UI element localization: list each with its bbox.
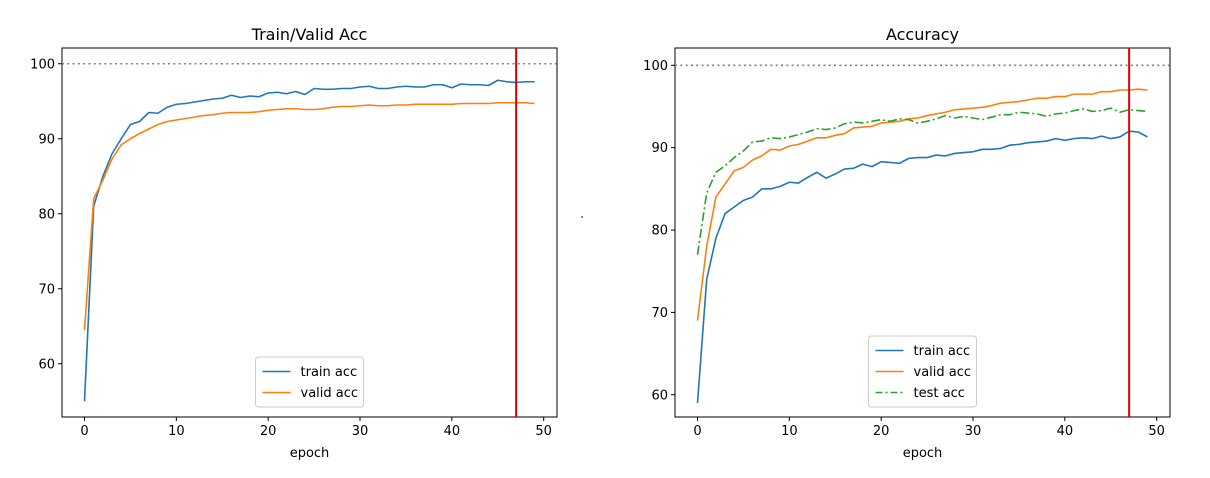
right-chart-legend: train acc valid acc test acc [868, 335, 977, 408]
left-chart-series-valid-acc-line [83, 101, 535, 331]
right-chart-title: Accuracy [886, 25, 959, 44]
right-chart-x-tick-label: 10 [781, 424, 798, 439]
right-chart-y-tick-label: 70 [651, 306, 668, 321]
stray-dot [581, 216, 583, 218]
right-chart-x-tick-label: 20 [873, 424, 890, 439]
left-chart-x-tick-label: 20 [260, 424, 277, 439]
left-chart-legend-box [255, 356, 364, 408]
right-chart-axes-frame [674, 47, 1171, 418]
left-chart-x-tick-label: 10 [168, 424, 185, 439]
left-chart-panel: Train/Valid Acc epoch 0 10 20 30 40 50 60 70 80 9… [30, 25, 558, 461]
left-chart-x-tick-label: 30 [352, 424, 369, 439]
left-chart-axes-frame [61, 47, 558, 418]
left-chart-x-tick-label: 0 [80, 424, 88, 439]
left-chart-y-tick-label: 90 [38, 132, 55, 147]
right-chart-panel: Accuracy epoch 0 10 20 30 40 50 60 70 80 90 100 tra… [643, 25, 1171, 461]
right-chart-plot-area [675, 48, 1170, 417]
left-chart-x-tick-label: 40 [444, 424, 461, 439]
left-chart-x-tick-label: 50 [535, 424, 552, 439]
right-chart-y-tick-label: 60 [651, 388, 668, 403]
right-chart-y-tick-label: 90 [651, 141, 668, 156]
left-chart-plot-area [62, 48, 557, 417]
right-chart-x-tick-label: 0 [693, 424, 701, 439]
right-chart-legend-label-train-acc: train acc [914, 344, 971, 359]
left-chart-y-tick-label: 80 [38, 207, 55, 222]
left-chart-y-tick-label: 70 [38, 282, 55, 297]
right-chart-legend-label-test-acc: test acc [914, 386, 965, 401]
right-chart-x-tick-label: 40 [1057, 424, 1074, 439]
left-chart-series-train-acc-line [83, 79, 535, 402]
right-chart-series-valid-acc-line [696, 88, 1148, 321]
left-chart-legend-label-train-acc: train acc [301, 365, 358, 380]
right-chart-series-train-acc-line [696, 130, 1148, 404]
right-chart-legend-label-valid-acc: valid acc [914, 365, 972, 380]
right-chart-x-axis-label: epoch [903, 446, 943, 461]
left-chart-legend: train acc valid acc [255, 356, 364, 408]
right-chart-x-tick-label: 30 [965, 424, 982, 439]
left-chart-x-axis-label: epoch [290, 446, 330, 461]
left-chart-legend-label-valid-acc: valid acc [301, 386, 359, 401]
left-chart-title: Train/Valid Acc [251, 25, 368, 44]
left-chart-y-tick-label: 60 [38, 357, 55, 372]
right-chart-legend-box [868, 335, 977, 408]
right-chart-series-test-acc-line [696, 107, 1148, 255]
right-chart-x-tick-label: 50 [1148, 424, 1165, 439]
left-chart-y-tick-label: 100 [30, 57, 55, 72]
right-chart-y-tick-label: 80 [651, 224, 668, 239]
right-chart-y-tick-label: 100 [643, 59, 668, 74]
